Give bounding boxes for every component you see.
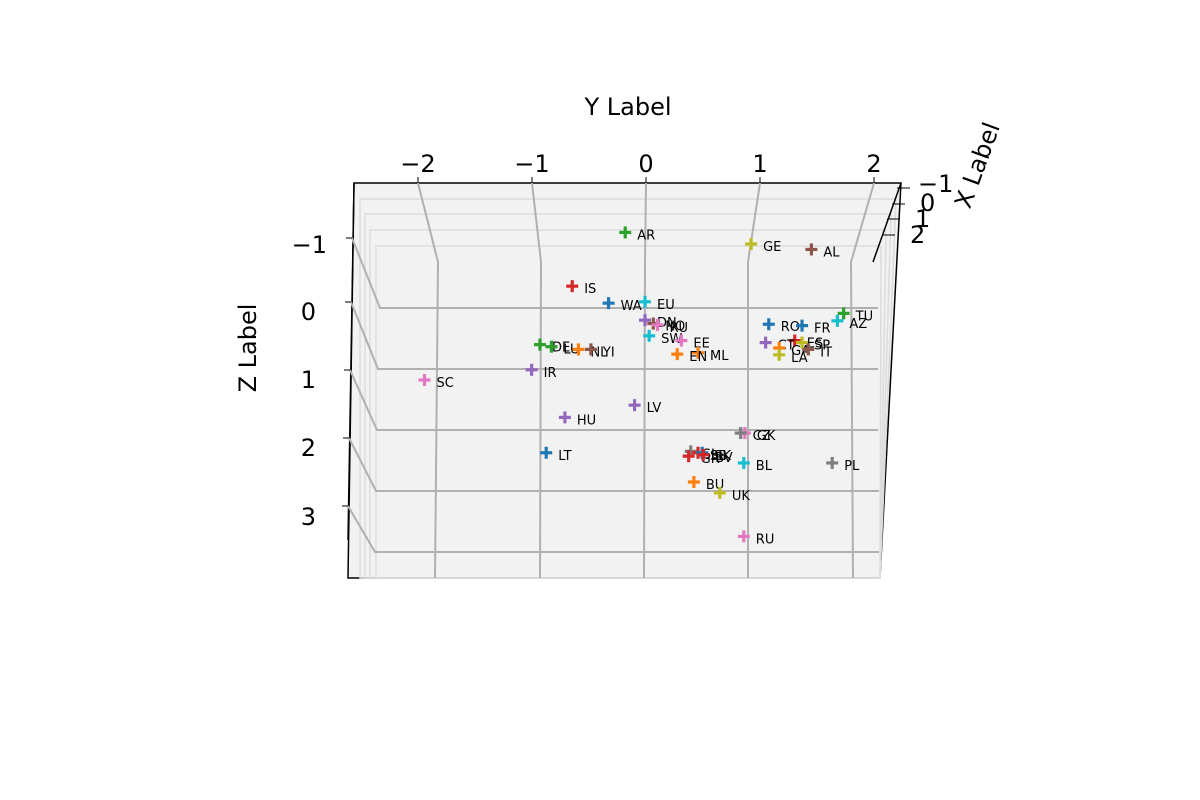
z-tick-label: −1 — [292, 231, 327, 259]
data-point: EN — [671, 348, 707, 365]
data-point: AR — [619, 226, 655, 243]
z-tick-label: 3 — [301, 503, 316, 531]
point-label: AL — [823, 245, 840, 260]
point-label: GE — [763, 240, 781, 255]
x-tick-label: 0 — [920, 189, 935, 217]
data-point: GE — [745, 238, 781, 255]
point-label: IT — [820, 345, 832, 360]
point-label: WA — [621, 299, 642, 314]
data-point: LT — [540, 446, 572, 464]
x-axis-ticks: −1 0 1 2 — [882, 170, 953, 249]
point-label: LT — [558, 449, 571, 464]
data-point: RO — [762, 318, 800, 335]
point-label: BV — [715, 451, 733, 466]
y-axis-ticks: −2 −1 0 1 2 — [400, 150, 882, 183]
data-point: YI — [584, 343, 615, 360]
point-label: EU — [657, 298, 675, 313]
z-tick-label: 2 — [301, 434, 316, 462]
z-axis-ticks: −1 0 1 2 3 — [292, 231, 352, 531]
data-point: SC — [418, 374, 454, 391]
point-label: TU — [855, 309, 873, 324]
point-label: IR — [544, 366, 557, 381]
y-tick-label: 2 — [866, 150, 881, 178]
point-label: UK — [732, 489, 751, 504]
data-point: IT — [802, 343, 832, 360]
point-label: DN — [657, 316, 677, 331]
point-label: LV — [647, 401, 662, 416]
data-point: SP — [796, 336, 830, 354]
data-point: RU — [651, 318, 688, 336]
point-label: BU — [706, 478, 724, 493]
y-tick-label: 0 — [638, 150, 653, 178]
data-point: UK — [713, 486, 751, 504]
point-label: GA — [791, 344, 810, 359]
data-point: IR — [525, 363, 557, 381]
data-point: LA — [773, 348, 808, 366]
point-label: DE — [552, 341, 570, 356]
data-point: PL — [826, 456, 860, 474]
z-tick-label: 0 — [301, 298, 316, 326]
data-point: IS — [566, 280, 596, 297]
data-point: EU — [639, 295, 675, 313]
data-point: WA — [602, 297, 642, 314]
data-point: FR — [796, 319, 831, 337]
data-point: LU — [545, 340, 580, 358]
data-point: SW — [643, 329, 682, 347]
point-label: GK — [757, 429, 776, 444]
point-label: ML — [710, 349, 729, 364]
point-label: RU — [669, 321, 688, 336]
point-label: LU — [563, 343, 579, 358]
point-label: SW — [661, 332, 682, 347]
point-label: CT — [778, 339, 795, 354]
point-label: IS — [584, 282, 596, 297]
y-tick-label: 1 — [752, 150, 767, 178]
data-point: ML — [692, 346, 729, 364]
point-label: SC — [437, 376, 454, 391]
point-label: RO — [781, 320, 800, 335]
x-axis-title: X Label — [949, 119, 1006, 212]
data-point: AL — [805, 243, 840, 260]
z-tick-label: 1 — [301, 366, 316, 394]
x-tick-label: −1 — [918, 170, 953, 198]
data-point: HU — [558, 411, 596, 428]
point-label: AZ — [849, 317, 867, 332]
z-axis-title: Z Label — [234, 304, 262, 393]
data-point: GR — [682, 450, 720, 467]
data-point: CZ — [734, 427, 771, 444]
grid-lines — [347, 182, 879, 579]
background-panes — [347, 182, 902, 579]
point-label: SL — [703, 447, 719, 462]
point-label: SP — [814, 339, 830, 354]
point-label: RU — [756, 532, 775, 547]
point-label: HU — [577, 413, 596, 428]
point-label: AR — [637, 228, 655, 243]
point-label: EN — [689, 350, 707, 365]
point-label: CZ — [753, 429, 771, 444]
point-label: SB — [710, 449, 727, 464]
data-point: CT — [759, 336, 795, 354]
data-point: DN — [639, 314, 677, 331]
point-label: NO — [665, 320, 685, 335]
data-point: AZ — [831, 314, 867, 332]
data-point: TU — [837, 307, 873, 324]
point-label: SK — [714, 449, 731, 464]
y-tick-label: −1 — [514, 150, 549, 178]
x-tick-label: 1 — [915, 205, 930, 233]
data-point: RU — [737, 530, 775, 547]
data-point: DE — [533, 338, 570, 356]
point-label: PL — [844, 459, 860, 474]
data-point: BV — [697, 448, 733, 466]
y-axis-title: Y Label — [583, 93, 671, 121]
x-tick-label: 2 — [910, 221, 925, 249]
point-label: BL — [756, 459, 773, 474]
y-tick-label: −2 — [400, 150, 435, 178]
point-label: YI — [602, 345, 615, 360]
data-point: BL — [737, 456, 773, 474]
data-point: LV — [628, 399, 662, 416]
point-label: LA — [791, 351, 808, 366]
point-label: FR — [814, 322, 831, 337]
